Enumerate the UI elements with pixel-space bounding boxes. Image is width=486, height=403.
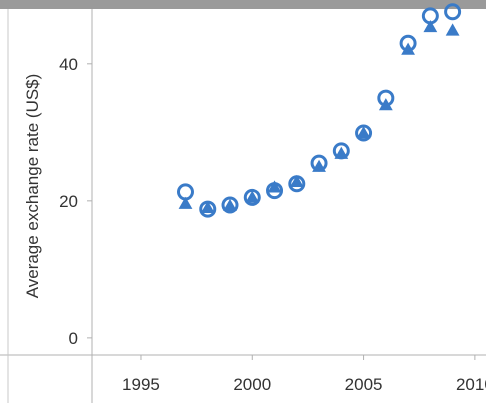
axes [0, 9, 486, 403]
y-axis-title: Average exchange rate (US$) [23, 74, 42, 299]
x-tick-labels: 1995 2000 2005 2010 [122, 355, 486, 394]
cropped-title-strip [0, 0, 486, 9]
y-tick-label: 40 [59, 55, 78, 74]
triangle-data-point [267, 180, 282, 193]
triangle-data-point [401, 42, 415, 55]
y-tick-label: 0 [69, 329, 78, 348]
triangle-data-point [378, 98, 393, 111]
triangle-data-point [245, 190, 260, 203]
y-tick-labels: 0 20 40 [59, 55, 92, 348]
triangle-data-point [445, 23, 460, 36]
y-tick-label: 20 [59, 192, 78, 211]
x-tick-label: 1995 [122, 375, 160, 394]
triangle-data-point [334, 146, 349, 159]
circle-data-point [243, 188, 261, 206]
triangle-data-point [423, 19, 438, 33]
circle-data-point [221, 196, 239, 214]
data-points [176, 3, 462, 218]
triangle-data-point [200, 200, 215, 214]
triangle-data-point [178, 196, 193, 209]
triangle-data-point [289, 174, 304, 187]
triangle-data-point [312, 159, 326, 172]
x-tick-label: 2010 [456, 375, 486, 394]
x-tick-label: 2005 [345, 375, 383, 394]
x-tick-label: 2000 [233, 375, 271, 394]
triangle-data-point [223, 198, 237, 211]
circle-data-point [355, 124, 373, 142]
triangle-data-point [356, 126, 371, 139]
circle-data-point [444, 3, 462, 21]
